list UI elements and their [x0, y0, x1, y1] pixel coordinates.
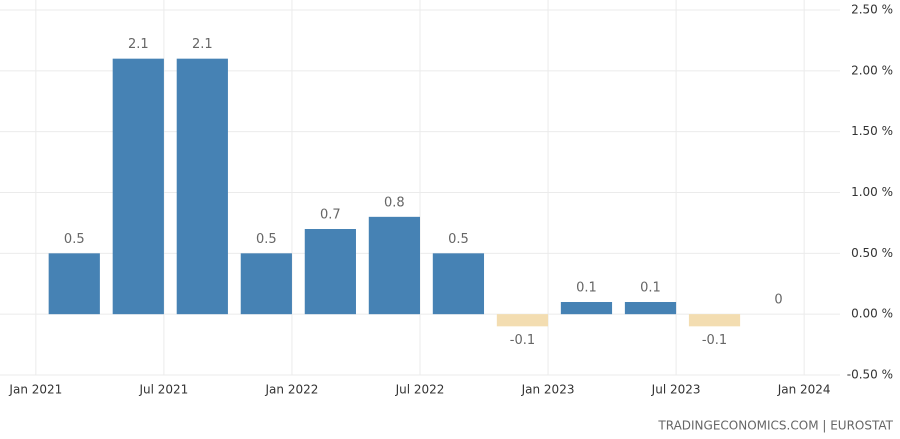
source: TRADINGECONOMICS.COM | EUROSTAT — [657, 419, 893, 433]
y-tick-label: -0.50 % — [847, 368, 893, 382]
x-tick-label: Jan 2024 — [777, 383, 831, 397]
x-tick-label: Jul 2023 — [651, 383, 701, 397]
x-tick-label: Jul 2022 — [395, 383, 445, 397]
value-label: 0.7 — [320, 208, 341, 223]
y-tick-label: 0.50 % — [851, 246, 893, 260]
bar — [368, 216, 420, 315]
bar — [496, 314, 549, 327]
bar — [112, 58, 164, 315]
bar — [304, 229, 356, 315]
x-tick-label: Jan 2021 — [8, 383, 62, 397]
value-label: -0.1 — [510, 333, 535, 348]
y-tick-label: 2.50 % — [851, 3, 893, 17]
bar — [624, 302, 677, 315]
value-label: 0.1 — [640, 281, 661, 296]
value-label: 0.5 — [256, 232, 277, 247]
x-tick-label: Jan 2023 — [521, 383, 575, 397]
y-tick-label: 0.00 % — [851, 307, 893, 321]
x-tick-label: Jan 2022 — [265, 383, 319, 397]
bar — [240, 253, 292, 315]
value-label: 0.8 — [384, 195, 405, 210]
bar — [560, 302, 613, 315]
value-label: -0.1 — [702, 333, 727, 348]
y-tick-label: 1.50 % — [851, 124, 893, 138]
value-label: 0 — [774, 293, 782, 308]
value-label: 0.5 — [448, 232, 469, 247]
bar — [48, 253, 100, 315]
bar — [432, 253, 485, 315]
value-label: 0.5 — [64, 232, 85, 247]
bar — [688, 314, 741, 327]
y-tick-label: 1.00 % — [851, 185, 893, 199]
value-label: 2.1 — [192, 37, 213, 52]
bar — [176, 58, 228, 315]
x-tick-label: Jul 2021 — [138, 383, 188, 397]
value-label: 0.1 — [576, 281, 597, 296]
y-tick-label: 2.00 % — [851, 63, 893, 77]
value-label: 2.1 — [128, 37, 149, 52]
